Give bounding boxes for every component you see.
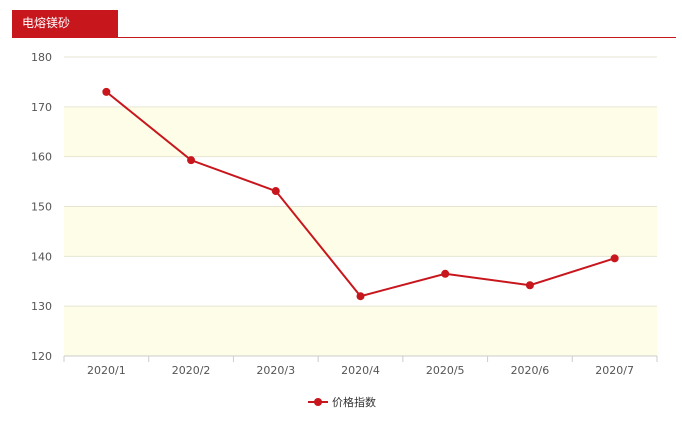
y-tick-label: 130 — [31, 300, 52, 313]
alternating-bands — [64, 106, 657, 356]
x-tick-label: 2020/7 — [595, 364, 634, 377]
x-tick-label: 2020/3 — [256, 364, 295, 377]
data-point — [441, 269, 450, 278]
x-axis-tick-labels: 2020/1 2020/2 2020/3 2020/4 2020/5 2020/6 2020… — [87, 364, 634, 377]
data-point — [271, 187, 280, 196]
x-tick-label: 2020/6 — [511, 364, 550, 377]
x-tick-label: 2020/5 — [426, 364, 465, 377]
header-divider — [12, 37, 676, 38]
x-tick-label: 2020/1 — [87, 364, 126, 377]
x-tick-label: 2020/2 — [172, 364, 211, 377]
y-tick-label: 150 — [31, 201, 52, 214]
data-point — [102, 87, 111, 96]
axes — [63, 355, 658, 362]
x-tick-label: 2020/4 — [341, 364, 380, 377]
legend[interactable]: 价格指数 — [308, 395, 376, 409]
plot-band — [64, 306, 657, 356]
section-title: 电熔镁砂 — [22, 16, 71, 30]
data-point — [525, 281, 534, 290]
y-axis-tick-labels: 120 130 140 150 160 170 180 — [31, 51, 52, 363]
plot-band — [64, 106, 657, 157]
data-point — [356, 292, 365, 301]
y-tick-label: 160 — [31, 151, 52, 164]
data-point — [610, 254, 619, 263]
series-layer — [102, 87, 619, 301]
plot-band — [64, 206, 657, 257]
section-title-tab: 电熔镁砂 — [12, 10, 118, 37]
legend-series-label: 价格指数 — [332, 395, 376, 409]
y-tick-label: 120 — [31, 350, 52, 363]
legend-series-marker — [314, 398, 322, 406]
y-tick-label: 140 — [31, 250, 52, 263]
y-tick-label: 170 — [31, 101, 52, 114]
y-tick-label: 180 — [31, 51, 52, 64]
data-point — [187, 156, 196, 165]
